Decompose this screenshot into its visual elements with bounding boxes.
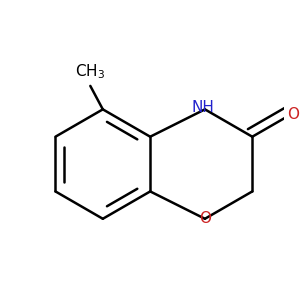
Text: O: O	[287, 107, 299, 122]
Text: CH$_3$: CH$_3$	[75, 62, 105, 81]
Text: NH: NH	[192, 100, 215, 115]
Text: O: O	[199, 211, 211, 226]
